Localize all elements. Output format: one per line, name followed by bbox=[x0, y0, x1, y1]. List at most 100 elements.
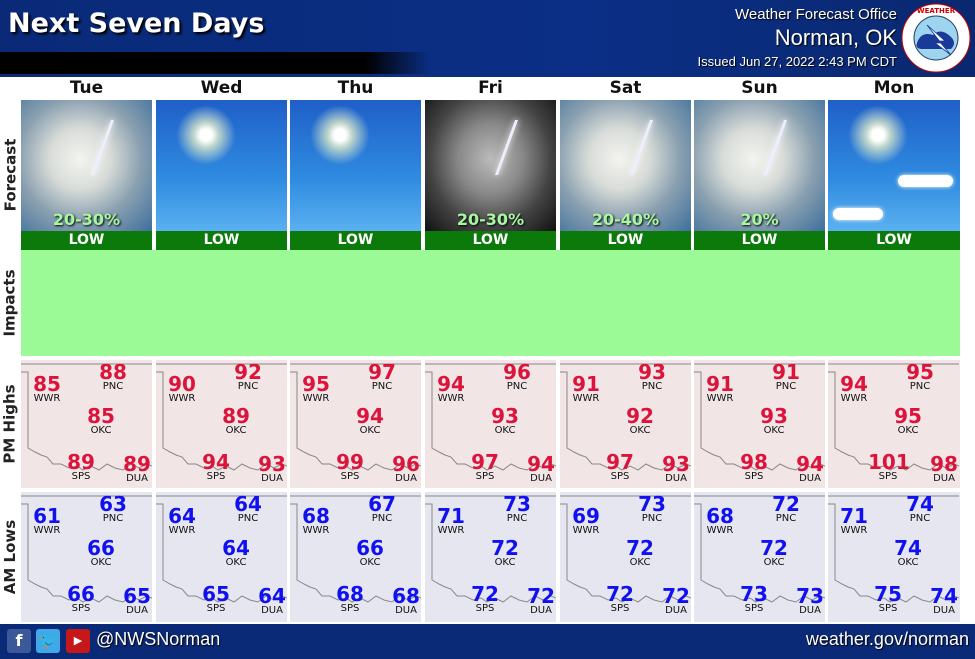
temperature-value: 72 bbox=[760, 536, 788, 560]
temperature-value: 98 bbox=[740, 450, 768, 474]
station-okc: 72 OKC bbox=[754, 538, 794, 568]
station-label: OKC bbox=[359, 425, 381, 436]
temperature-value: 90 bbox=[168, 372, 196, 396]
station-label: WWR bbox=[168, 525, 196, 536]
temperature-value: 75 bbox=[874, 582, 902, 606]
temperature-value: 68 bbox=[706, 504, 734, 528]
temperature-value: 85 bbox=[87, 404, 115, 428]
temperature-value: 74 bbox=[894, 536, 922, 560]
temperature-value: 89 bbox=[222, 404, 250, 428]
station-label: PNC bbox=[909, 513, 931, 524]
station-dua: 74 DUA bbox=[924, 586, 960, 616]
youtube-icon[interactable]: ▶ bbox=[66, 629, 90, 653]
station-label: OKC bbox=[763, 557, 785, 568]
temperature-value: 72 bbox=[471, 582, 499, 606]
oklahoma-map bbox=[560, 495, 691, 603]
station-label: PNC bbox=[371, 381, 393, 392]
temperature-value: 61 bbox=[33, 504, 61, 528]
forecast-thunderstorm-icon: 20-40% bbox=[560, 100, 691, 231]
temperature-value: 94 bbox=[202, 450, 230, 474]
station-label: SPS bbox=[340, 471, 360, 482]
station-wwr: 91 WWR bbox=[700, 374, 740, 404]
temperature-value: 73 bbox=[638, 492, 666, 516]
station-dua: 89 DUA bbox=[117, 454, 152, 484]
station-pnc: 64 PNC bbox=[228, 494, 268, 524]
station-okc: 93 OKC bbox=[485, 406, 525, 436]
lightning-icon bbox=[494, 120, 519, 175]
impact-level: LOW bbox=[560, 231, 691, 250]
social-handle[interactable]: @NWSNorman bbox=[96, 629, 221, 649]
station-label: OKC bbox=[225, 425, 247, 436]
station-sps: 99 SPS bbox=[330, 452, 370, 482]
lows-panel: 68 WWR 72 PNC 72 OKC 73 SPS 73 DUA bbox=[694, 492, 825, 622]
station-label: SPS bbox=[610, 603, 630, 614]
station-sps: 89 SPS bbox=[61, 452, 101, 482]
lightning-icon bbox=[763, 120, 788, 175]
row-label-lows: AM Lows bbox=[1, 519, 20, 595]
station-label: PNC bbox=[506, 513, 528, 524]
highs-panel: 94 WWR 95 PNC 95 OKC 101 SPS 98 DUA bbox=[828, 360, 960, 488]
temperature-value: 97 bbox=[471, 450, 499, 474]
station-label: OKC bbox=[90, 425, 112, 436]
station-label: DUA bbox=[799, 473, 821, 484]
precip-chance: 20-40% bbox=[591, 210, 660, 229]
precip-chance: 20% bbox=[740, 210, 779, 229]
station-label: DUA bbox=[126, 605, 148, 616]
station-okc: 64 OKC bbox=[216, 538, 256, 568]
temperature-value: 64 bbox=[222, 536, 250, 560]
lows-panel: 69 WWR 73 PNC 72 OKC 72 SPS 72 DUA bbox=[560, 492, 691, 622]
station-label: WWR bbox=[437, 393, 465, 404]
twitter-icon[interactable]: 🐦 bbox=[36, 629, 60, 653]
oklahoma-map bbox=[21, 495, 152, 603]
station-label: DUA bbox=[665, 473, 687, 484]
temperature-value: 91 bbox=[572, 372, 600, 396]
station-label: SPS bbox=[878, 603, 898, 614]
station-label: PNC bbox=[641, 513, 663, 524]
station-label: SPS bbox=[206, 471, 226, 482]
station-okc: 66 OKC bbox=[81, 538, 121, 568]
office-label: Weather Forecast Office bbox=[734, 6, 897, 23]
station-label: OKC bbox=[629, 425, 651, 436]
temperature-value: 93 bbox=[491, 404, 519, 428]
temperature-value: 93 bbox=[760, 404, 788, 428]
row-label-forecast: Forecast bbox=[1, 138, 20, 212]
precip-chance: 20-30% bbox=[52, 210, 121, 229]
station-label: WWR bbox=[33, 393, 61, 404]
station-label: WWR bbox=[706, 393, 734, 404]
impact-level: LOW bbox=[425, 231, 556, 250]
temperature-value: 96 bbox=[392, 452, 420, 476]
station-label: DUA bbox=[799, 605, 821, 616]
station-sps: 66 SPS bbox=[61, 584, 101, 614]
station-okc: 72 OKC bbox=[485, 538, 525, 568]
temperature-value: 99 bbox=[336, 450, 364, 474]
temperature-value: 72 bbox=[662, 584, 690, 608]
oklahoma-map bbox=[156, 495, 287, 603]
temperature-value: 98 bbox=[930, 452, 958, 476]
station-label: WWR bbox=[168, 393, 196, 404]
station-pnc: 97 PNC bbox=[362, 362, 402, 392]
station-label: PNC bbox=[775, 513, 797, 524]
station-dua: 94 DUA bbox=[790, 454, 825, 484]
station-label: DUA bbox=[530, 473, 552, 484]
temperature-value: 95 bbox=[906, 360, 934, 384]
station-label: OKC bbox=[897, 425, 919, 436]
station-label: WWR bbox=[840, 525, 868, 536]
station-label: WWR bbox=[33, 525, 61, 536]
station-wwr: 68 WWR bbox=[700, 506, 740, 536]
temperature-value: 63 bbox=[99, 492, 127, 516]
temperature-value: 74 bbox=[906, 492, 934, 516]
station-okc: 93 OKC bbox=[754, 406, 794, 436]
temperature-value: 96 bbox=[503, 360, 531, 384]
station-label: SPS bbox=[206, 603, 226, 614]
temperature-value: 91 bbox=[772, 360, 800, 384]
oklahoma-map bbox=[290, 363, 421, 471]
temperature-value: 92 bbox=[234, 360, 262, 384]
oklahoma-map bbox=[290, 495, 421, 603]
temperature-value: 64 bbox=[258, 584, 286, 608]
oklahoma-map bbox=[560, 363, 691, 471]
station-wwr: 69 WWR bbox=[566, 506, 606, 536]
facebook-icon[interactable]: f bbox=[7, 629, 31, 653]
cloud-icon bbox=[833, 208, 883, 220]
station-okc: 66 OKC bbox=[350, 538, 390, 568]
website-link[interactable]: weather.gov/norman bbox=[805, 629, 969, 649]
